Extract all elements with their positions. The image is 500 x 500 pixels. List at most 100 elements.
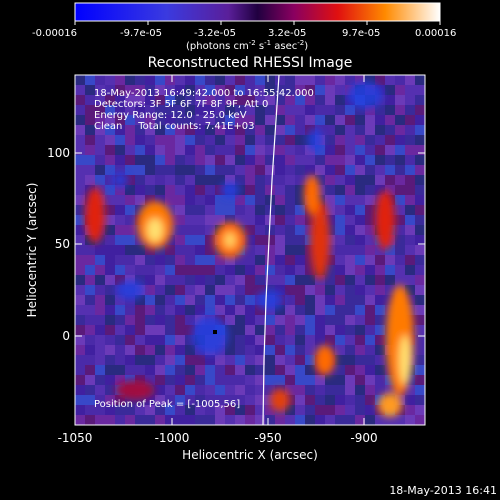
image-pixel xyxy=(375,265,385,275)
image-pixel xyxy=(245,245,255,255)
image-pixel xyxy=(345,385,355,395)
image-pixel xyxy=(105,155,115,165)
colorbar-units: (photons cm-2 s-1 asec-2) xyxy=(186,39,308,52)
image-pixel xyxy=(385,165,395,175)
image-pixel xyxy=(415,255,425,265)
image-pixel xyxy=(215,265,225,275)
image-pixel xyxy=(335,415,345,425)
image-pixel xyxy=(275,195,285,205)
image-pixel xyxy=(365,245,375,255)
image-pixel xyxy=(225,375,235,385)
image-pixel xyxy=(275,145,285,155)
image-pixel xyxy=(75,315,85,325)
image-pixel xyxy=(275,375,285,385)
image-pixel xyxy=(125,225,135,235)
image-pixel xyxy=(395,105,405,115)
image-pixel xyxy=(105,285,115,295)
image-pixel xyxy=(165,155,175,165)
image-pixel xyxy=(195,115,205,125)
image-pixel xyxy=(165,415,175,425)
image-pixel xyxy=(115,75,125,85)
image-pixel xyxy=(345,105,355,115)
image-pixel xyxy=(365,135,375,145)
image-pixel xyxy=(345,115,355,125)
image-pixel xyxy=(305,145,315,155)
image-pixel xyxy=(245,105,255,115)
image-pixel xyxy=(145,285,155,295)
image-pixel xyxy=(385,265,395,275)
image-pixel xyxy=(375,145,385,155)
image-pixel xyxy=(365,385,375,395)
image-pixel xyxy=(125,185,135,195)
image-pixel xyxy=(275,415,285,425)
image-pixel xyxy=(245,295,255,305)
image-pixel xyxy=(85,255,95,265)
image-pixel xyxy=(205,415,215,425)
image-pixel xyxy=(115,165,125,175)
image-pixel xyxy=(185,155,195,165)
image-pixel xyxy=(215,95,225,105)
image-pixel xyxy=(265,335,275,345)
image-pixel xyxy=(255,225,265,235)
image-pixel xyxy=(155,125,165,135)
image-pixel xyxy=(105,325,115,335)
image-pixel xyxy=(245,135,255,145)
image-pixel xyxy=(165,295,175,305)
image-pixel xyxy=(305,285,315,295)
image-pixel xyxy=(245,155,255,165)
image-pixel xyxy=(245,125,255,135)
image-pixel xyxy=(405,255,415,265)
image-pixel xyxy=(325,295,335,305)
image-pixel xyxy=(215,155,225,165)
image-pixel xyxy=(295,115,305,125)
image-pixel xyxy=(85,185,95,195)
image-pixel xyxy=(325,185,335,195)
image-pixel xyxy=(325,285,335,295)
image-pixel xyxy=(255,315,265,325)
image-pixel xyxy=(285,415,295,425)
image-pixel xyxy=(345,265,355,275)
image-pixel xyxy=(155,75,165,85)
image-pixel xyxy=(195,295,205,305)
image-pixel xyxy=(365,205,375,215)
image-pixel xyxy=(375,255,385,265)
image-pixel xyxy=(405,225,415,235)
image-pixel xyxy=(355,225,365,235)
image-pixel xyxy=(335,355,345,365)
image-pixel xyxy=(295,245,305,255)
image-pixel xyxy=(75,85,85,95)
image-pixel xyxy=(105,195,115,205)
image-pixel xyxy=(245,325,255,335)
image-pixel xyxy=(265,125,275,135)
image-pixel xyxy=(125,245,135,255)
image-pixel xyxy=(235,305,245,315)
image-pixel xyxy=(255,115,265,125)
image-pixel xyxy=(155,295,165,305)
image-pixel xyxy=(345,125,355,135)
image-pixel xyxy=(315,305,325,315)
image-pixel xyxy=(245,235,255,245)
image-pixel xyxy=(285,165,295,175)
image-pixel xyxy=(345,335,355,345)
image-pixel xyxy=(235,265,245,275)
peak-position-label: Position of Peak = [-1005,56] xyxy=(94,399,240,410)
image-pixel xyxy=(325,115,335,125)
image-pixel xyxy=(405,245,415,255)
image-pixel xyxy=(215,365,225,375)
image-pixel xyxy=(165,375,175,385)
image-pixel xyxy=(275,175,285,185)
image-pixel xyxy=(345,395,355,405)
image-pixel xyxy=(415,375,425,385)
image-pixel xyxy=(145,405,155,415)
image-pixel xyxy=(375,125,385,135)
image-pixel xyxy=(115,305,125,315)
image-pixel xyxy=(315,85,325,95)
image-pixel xyxy=(165,135,175,145)
image-pixel xyxy=(365,395,375,405)
image-pixel xyxy=(335,235,345,245)
image-pixel xyxy=(135,125,145,135)
image-pixel xyxy=(115,405,125,415)
image-pixel xyxy=(165,395,175,405)
image-pixel xyxy=(155,375,165,385)
